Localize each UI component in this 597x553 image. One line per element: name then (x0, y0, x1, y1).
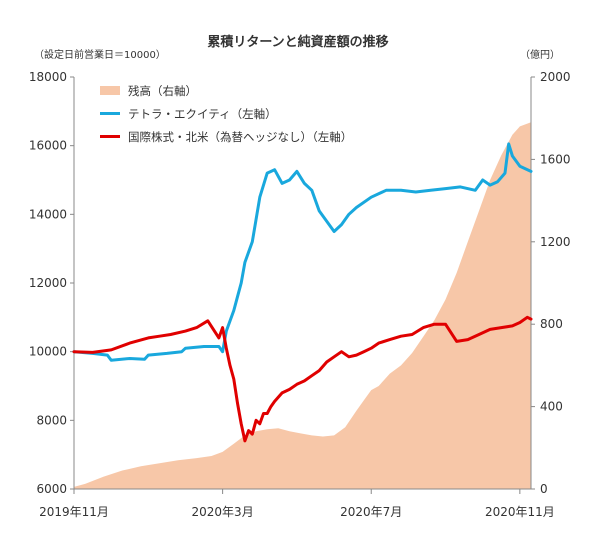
legend-label-balance: 残高（右軸） (128, 84, 197, 98)
right-tick-label: 1200 (540, 235, 571, 249)
series-line-tetra (72, 142, 533, 362)
left-tick-label: 18000 (29, 70, 67, 84)
chart-title: 累積リターンと純資産額の推移 (207, 34, 388, 50)
right-tick-label: 1600 (540, 152, 571, 166)
left-axis-note: （設定日前営業日＝10000） (34, 48, 166, 61)
legend-swatch-tetra (100, 112, 120, 115)
left-tick-label: 8000 (36, 413, 67, 427)
legend-swatch-balance (100, 86, 120, 95)
axes: 1800016000140001200010000800060002000160… (29, 70, 571, 519)
legend: 残高（右軸） テトラ・エクイティ（左軸） 国際株式・北米（為替ヘッジなし）（左軸… (100, 84, 352, 144)
legend-swatch-intl (100, 135, 120, 138)
legend-label-tetra: テトラ・エクイティ（左軸） (128, 107, 277, 121)
x-tick-label: 2020年11月 (485, 505, 555, 519)
left-tick-label: 6000 (36, 482, 67, 496)
left-tick-label: 12000 (29, 276, 67, 290)
series-line-intl (72, 315, 533, 443)
series-area-balance (74, 122, 531, 490)
right-tick-label: 800 (540, 317, 563, 331)
right-tick-label: 0 (540, 482, 548, 496)
left-tick-label: 16000 (29, 139, 67, 153)
right-tick-label: 400 (540, 400, 563, 414)
balance-area-layer (74, 122, 531, 490)
left-tick-label: 14000 (29, 207, 67, 221)
x-tick-label: 2020年7月 (340, 505, 402, 519)
left-tick-label: 10000 (29, 345, 67, 359)
x-tick-label: 2020年3月 (192, 505, 254, 519)
right-tick-label: 2000 (540, 70, 571, 84)
right-axis-note: （億円） (520, 48, 560, 61)
x-tick-label: 2019年11月 (39, 505, 109, 519)
legend-label-intl: 国際株式・北米（為替ヘッジなし）（左軸） (128, 130, 352, 144)
series-lines (72, 142, 533, 443)
